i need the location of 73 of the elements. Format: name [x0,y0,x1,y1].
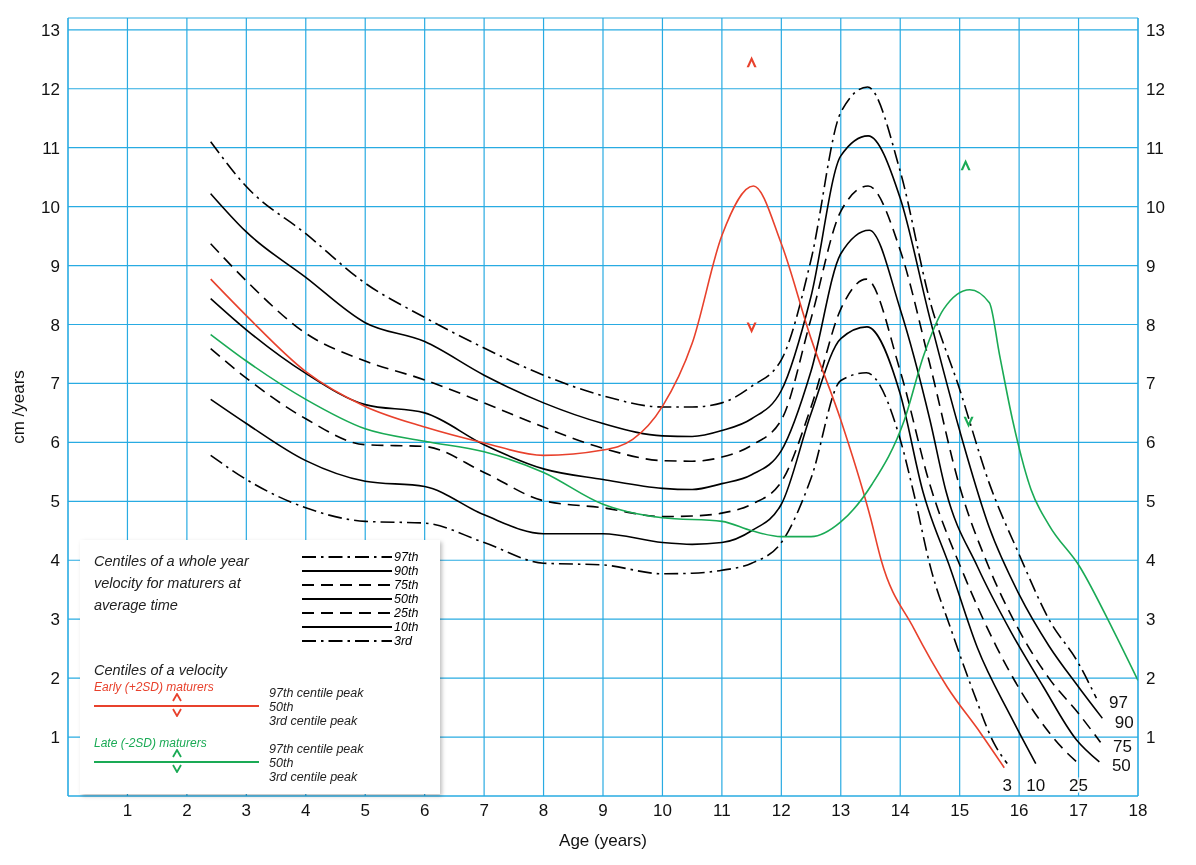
y-tick-label: 1 [50,728,60,748]
y2-tick-label: 7 [1146,374,1156,394]
annotation: 3rd [394,634,414,648]
annotation: 50th [269,756,295,770]
y-tick-label: 12 [41,79,60,99]
y2-tick-label: 11 [1146,138,1164,158]
annotation: 50th [394,592,420,606]
text: Late (-2SD) maturers [94,736,208,750]
text: Early (+2SD) maturers [94,680,215,694]
x-tick-label: 1 [122,801,133,821]
x-tick-label: 14 [890,801,910,821]
y2-tick-label: 2 [1146,669,1156,689]
y-tick-label: 10 [41,197,60,217]
annotation: 75th [394,578,420,592]
series-label: 10 [1026,776,1046,796]
y-tick-label: 7 [50,374,60,394]
y2-tick-label: 10 [1146,197,1165,217]
x-tick-label: 9 [598,801,608,821]
annotation: 50th [269,700,295,714]
point [963,416,974,428]
annotation: Centiles of a velocity [94,662,229,678]
annotation: 25th [394,606,420,620]
annotation: 90th [394,564,420,578]
y2-tick-label: 5 [1146,492,1156,512]
x-tick-label: 15 [950,801,970,821]
y-tick-label: 2 [50,669,60,689]
annotation: 97th [394,550,420,564]
x-tick-label: 17 [1069,801,1089,821]
y2-tick-label: 8 [1146,315,1156,335]
y-tick-label: 9 [50,256,60,276]
x-tick-label: 4 [301,801,311,821]
series-label: 3 [1002,776,1012,796]
x-tick-label: 18 [1128,801,1148,821]
series-label: 75 [1113,736,1133,756]
y-tick-label: 6 [50,433,60,453]
annotation: 97th centile peak [269,742,364,756]
annotation: 3rd centile peak [269,714,359,728]
y2-tick-label: 9 [1146,256,1156,276]
x-tick-label: 10 [652,801,672,821]
legend-title: Centiles of a whole year velocity for maturers at average time [94,552,251,615]
y-tick-label: 13 [41,20,60,40]
x-tick-label: 2 [182,801,192,821]
annotation: 3rd centile peak [269,770,359,784]
series-label: 50 [1111,756,1131,776]
y2-tick-label: 3 [1146,610,1156,630]
y2-tick-label: 13 [1146,20,1165,40]
annotation: 10th [394,620,420,634]
y-tick-label: 4 [50,551,60,571]
y2-tick-label: 4 [1146,551,1156,571]
point [746,322,757,334]
y2-tick-label: 6 [1146,433,1156,453]
series-label: 90 [1114,712,1134,732]
annotation: 97th centile peak [269,686,364,700]
x-tick-label: 12 [771,801,791,821]
x-axis-title: Age (years) [559,831,647,850]
y-tick-label: 11 [42,138,60,158]
x-tick-label: 5 [360,801,370,821]
x-tick-label: 3 [241,801,252,821]
y-tick-label: 8 [50,315,60,335]
x-tick-label: 11 [713,801,731,821]
y2-tick-label: 1 [1146,728,1156,748]
series-label: 97 [1108,692,1128,712]
y-axis-title: cm /years [9,370,29,444]
point [746,56,757,68]
point [960,159,971,171]
x-tick-label: 6 [419,801,430,821]
x-tick-label: 7 [479,801,489,821]
y-tick-label: 3 [50,610,60,630]
x-tick-label: 13 [831,801,851,821]
y-tick-label: 5 [50,492,60,512]
y2-tick-label: 12 [1146,79,1165,99]
x-tick-label: 16 [1009,801,1029,821]
x-tick-label: 8 [538,801,549,821]
